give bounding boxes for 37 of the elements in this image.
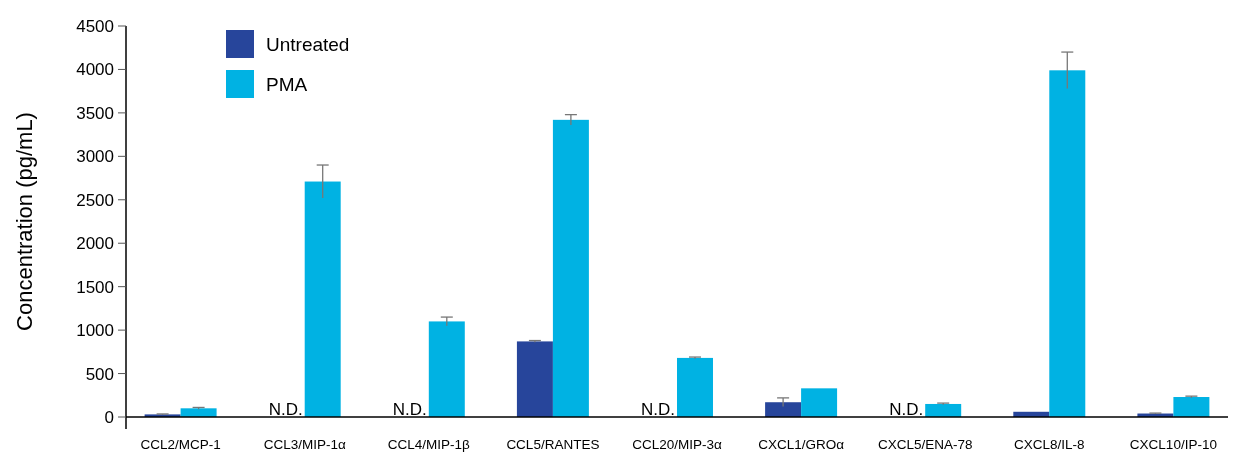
y-tick-label: 2500 xyxy=(76,190,114,210)
annotation: N.D. xyxy=(641,400,675,419)
x-tick-label: CCL3/MIP-1α xyxy=(263,437,346,452)
x-tick-label: CXCL8/IL-8 xyxy=(1014,437,1085,452)
y-tick-label: 4500 xyxy=(76,16,114,36)
annotation: N.D. xyxy=(268,400,303,419)
bar xyxy=(925,403,962,417)
y-tick-label: 1000 xyxy=(76,321,114,341)
y-tick-label: 3000 xyxy=(76,147,114,167)
y-tick-label: 3500 xyxy=(76,103,114,123)
y-tick-label: 4000 xyxy=(76,60,114,80)
y-tick-label: 2000 xyxy=(76,234,114,254)
bar xyxy=(516,341,553,417)
y-tick-label: 0 xyxy=(104,407,114,427)
bar xyxy=(1049,70,1086,417)
bar xyxy=(428,321,465,417)
bar xyxy=(552,119,589,417)
y-tick-label: 1500 xyxy=(76,277,114,297)
legend-label: PMA xyxy=(266,73,308,95)
annotation: N.D. xyxy=(392,400,427,419)
bar xyxy=(801,388,838,417)
x-tick-label: CXCL10/IP-10 xyxy=(1129,437,1217,452)
x-tick-label: CCL4/MIP-1β xyxy=(387,437,471,452)
y-tick-label: 500 xyxy=(85,364,114,384)
x-tick-label: CXCL5/ENA-78 xyxy=(877,437,973,452)
bar xyxy=(304,181,341,417)
x-tick-label: CCL5/RANTES xyxy=(506,437,600,452)
annotation: N.D. xyxy=(889,400,924,419)
x-tick-label: CCL20/MIP-3α xyxy=(632,437,722,452)
y-axis-title: Concentration (pg/mL) xyxy=(12,112,37,331)
bar xyxy=(677,357,713,417)
bar xyxy=(180,408,217,417)
x-tick-label: CXCL1/GROα xyxy=(758,437,845,452)
bar xyxy=(765,402,802,417)
x-tick-label: CCL2/MCP-1 xyxy=(140,437,221,452)
bar xyxy=(1173,397,1210,417)
legend-label: Untreated xyxy=(266,33,350,55)
